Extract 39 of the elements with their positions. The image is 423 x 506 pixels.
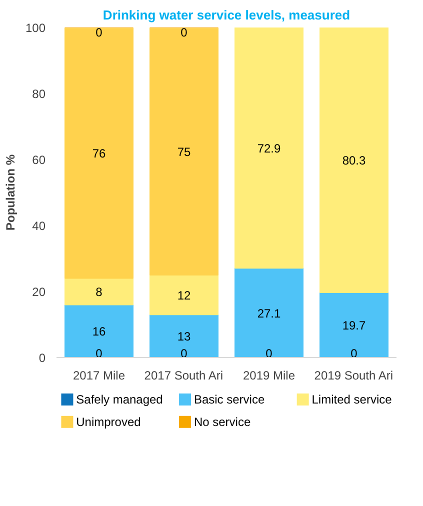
data-label: 0 [96,26,103,40]
y-tick-label: 0 [38,351,46,365]
bar [150,314,218,358]
x-tick-label: 2019 South Ari [314,368,394,382]
bar [234,28,304,269]
y-tick-label: 60 [32,153,46,167]
legend-label: Limited service [312,392,392,406]
x-tick-label: 2019 Mile [242,368,296,382]
bar [64,304,134,358]
data-label: 8 [96,285,103,299]
legend-label: No service [194,414,251,429]
data-label: 27.1 [257,306,282,320]
bar [150,28,218,276]
y-tick-label: 80 [32,87,46,101]
data-label: 76 [92,146,106,160]
bar [320,28,388,293]
x-tick-label: 2017 Mile [72,368,126,382]
data-label: 13 [177,330,191,344]
y-tick-label: 100 [25,21,46,35]
bar [64,278,134,306]
bar [150,274,218,316]
data-label: 19.7 [342,318,366,332]
legend-label: Safely managed [76,392,163,406]
data-label: 16 [92,324,106,339]
legend-label: Basic service [194,392,265,406]
x-tick-label: 2017 South Ari [144,368,224,382]
data-label: 0 [180,26,188,40]
y-tick-label: 20 [32,285,46,299]
data-label: 75 [177,144,191,159]
bar [320,292,388,358]
data-label: 80.3 [342,153,366,168]
data-label: 12 [177,288,191,302]
chart-title: Drinking water service levels, measured [102,8,350,22]
data-label: 72.9 [257,141,282,156]
bar [234,268,304,358]
bar [64,28,134,279]
legend-label: Unimproved [76,414,141,429]
y-tick-label: 40 [32,219,46,233]
y-axis-title: Population % [3,154,18,230]
